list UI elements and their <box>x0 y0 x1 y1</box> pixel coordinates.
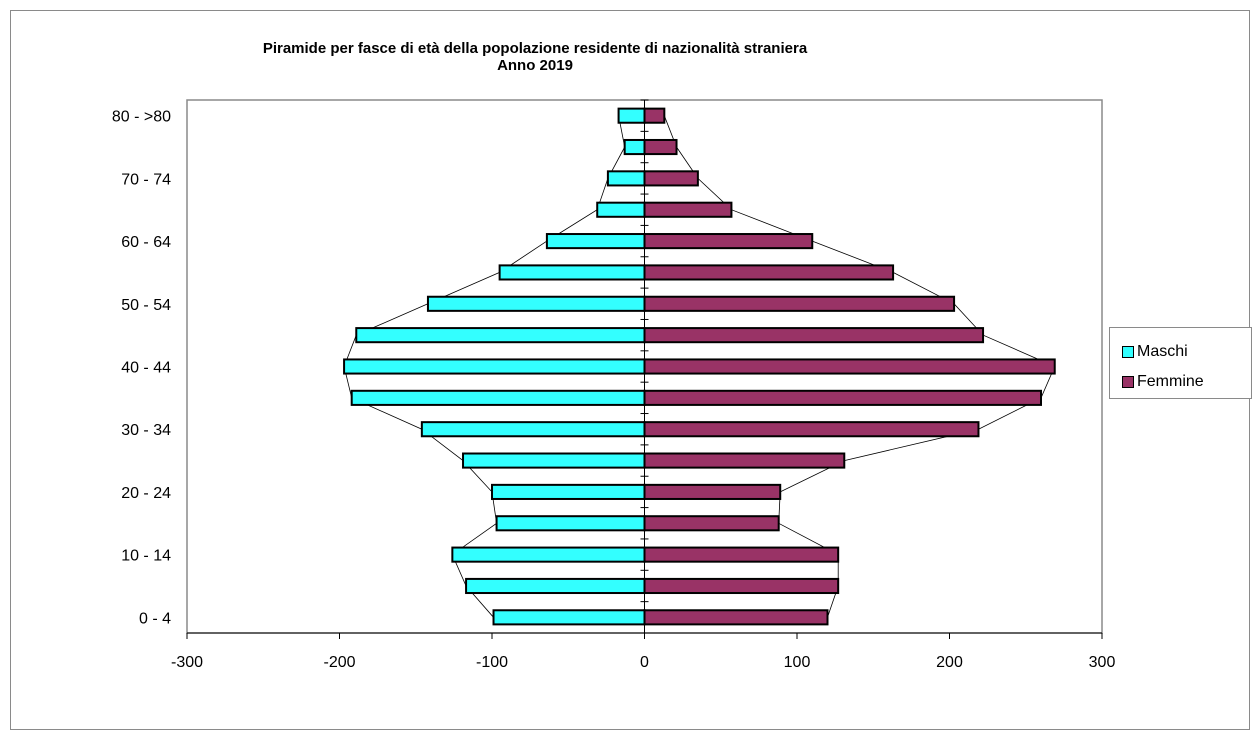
y-tick-label-0: 0 - 4 <box>139 610 171 627</box>
y-tick-label-10: 50 - 54 <box>121 297 171 314</box>
y-tick-label-12: 60 - 64 <box>121 234 171 251</box>
axes-group <box>186 99 1103 639</box>
legend-item-maschi: Maschi <box>1122 342 1188 362</box>
y-tick-label-2: 10 - 14 <box>121 548 171 565</box>
bar-maschi-6 <box>420 421 646 438</box>
legend-label-maschi: Maschi <box>1137 343 1188 360</box>
chart-title-block: Piramide per fasce di età della popolazi… <box>180 40 890 74</box>
bar-femmine-11 <box>643 264 895 281</box>
bar-femmine-10 <box>643 295 956 312</box>
bar-femmine-5 <box>643 452 846 469</box>
y-tick-label-4: 20 - 24 <box>121 485 171 502</box>
bar-maschi-14 <box>606 170 646 187</box>
bar-femmine-3 <box>643 515 780 532</box>
legend-swatch-maschi <box>1122 346 1134 358</box>
bar-femmine-16 <box>643 107 666 124</box>
y-tick-label-14: 70 - 74 <box>121 171 171 188</box>
labels-group: -300 -200 -100 0 100 200 300 0 - 4 10 - 14 20 - 2… <box>112 109 1116 671</box>
y-tick-label-6: 30 - 34 <box>121 422 171 439</box>
bar-femmine-4 <box>643 483 782 500</box>
bar-maschi-4 <box>491 483 646 500</box>
bar-maschi-12 <box>545 233 646 250</box>
bar-maschi-16 <box>617 107 646 124</box>
x-tick-label-6: 300 <box>1089 654 1116 671</box>
bar-maschi-2 <box>451 546 646 563</box>
bar-maschi-0 <box>492 609 646 626</box>
bar-maschi-5 <box>462 452 646 469</box>
bar-femmine-12 <box>643 233 814 250</box>
bar-maschi-7 <box>350 389 646 406</box>
chart-subtitle: Anno 2019 <box>497 57 573 74</box>
x-tick-label-4: 100 <box>784 654 811 671</box>
x-tick-label-0: -300 <box>171 654 203 671</box>
bar-femmine-2 <box>643 546 840 563</box>
legend-swatch-femmine <box>1122 376 1134 388</box>
bar-femmine-7 <box>643 389 1042 406</box>
x-tick-label-3: 0 <box>640 654 649 671</box>
bar-maschi-11 <box>498 264 646 281</box>
x-tick-label-5: 200 <box>936 654 963 671</box>
bar-maschi-3 <box>495 515 646 532</box>
bar-maschi-10 <box>426 295 646 312</box>
bar-femmine-13 <box>643 201 733 218</box>
bar-femmine-8 <box>643 358 1056 375</box>
y-tick-label-8: 40 - 44 <box>121 360 171 377</box>
bars-group <box>343 107 1056 626</box>
legend-item-femmine: Femmine <box>1122 372 1204 392</box>
chart-title: Piramide per fasce di età della popolazi… <box>262 40 808 57</box>
bar-maschi-9 <box>355 327 646 344</box>
bar-femmine-9 <box>643 327 985 344</box>
bar-femmine-6 <box>643 421 980 438</box>
legend-label-femmine: Femmine <box>1137 373 1204 390</box>
x-tick-label-2: -100 <box>476 654 508 671</box>
bar-maschi-8 <box>343 358 646 375</box>
legend: Maschi Femmine <box>1109 327 1252 399</box>
bar-maschi-1 <box>465 577 646 595</box>
bar-maschi-15 <box>623 138 646 156</box>
bar-femmine-0 <box>643 609 829 626</box>
y-tick-label-16: 80 - >80 <box>112 109 171 126</box>
bar-femmine-1 <box>643 577 840 595</box>
bar-maschi-13 <box>596 201 646 218</box>
bar-femmine-15 <box>643 138 678 156</box>
x-tick-label-1: -200 <box>323 654 355 671</box>
bar-femmine-14 <box>643 170 699 187</box>
